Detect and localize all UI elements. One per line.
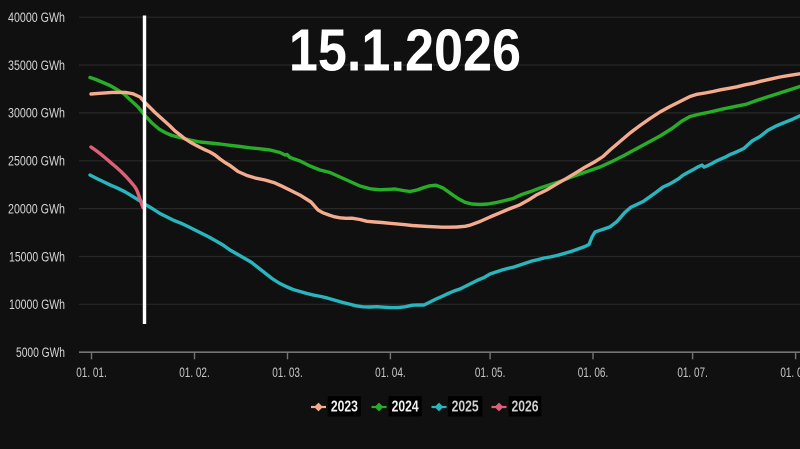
svg-text:40000 GWh: 40000 GWh: [8, 10, 65, 25]
svg-text:2025: 2025: [452, 399, 479, 416]
svg-text:15.1.2026: 15.1.2026: [289, 17, 521, 83]
svg-text:01. 08.: 01. 08.: [780, 365, 800, 380]
svg-text:5000 GWh: 5000 GWh: [16, 345, 65, 360]
svg-text:01. 03.: 01. 03.: [272, 365, 303, 380]
svg-text:01. 07.: 01. 07.: [677, 365, 708, 380]
svg-text:2024: 2024: [392, 399, 419, 416]
svg-text:01. 04.: 01. 04.: [375, 365, 406, 380]
svg-text:01. 06.: 01. 06.: [578, 365, 609, 380]
svg-text:35000 GWh: 35000 GWh: [8, 58, 65, 73]
svg-text:2023: 2023: [331, 399, 358, 416]
svg-text:20000 GWh: 20000 GWh: [8, 201, 65, 216]
svg-text:30000 GWh: 30000 GWh: [8, 106, 65, 121]
svg-text:15000 GWh: 15000 GWh: [9, 249, 65, 264]
svg-text:10000 GWh: 10000 GWh: [9, 297, 65, 312]
svg-text:01. 05.: 01. 05.: [475, 365, 506, 380]
svg-text:01. 02.: 01. 02.: [179, 365, 210, 380]
svg-text:2026: 2026: [512, 399, 539, 416]
svg-text:01. 01.: 01. 01.: [76, 365, 107, 380]
svg-text:25000 GWh: 25000 GWh: [8, 154, 65, 169]
